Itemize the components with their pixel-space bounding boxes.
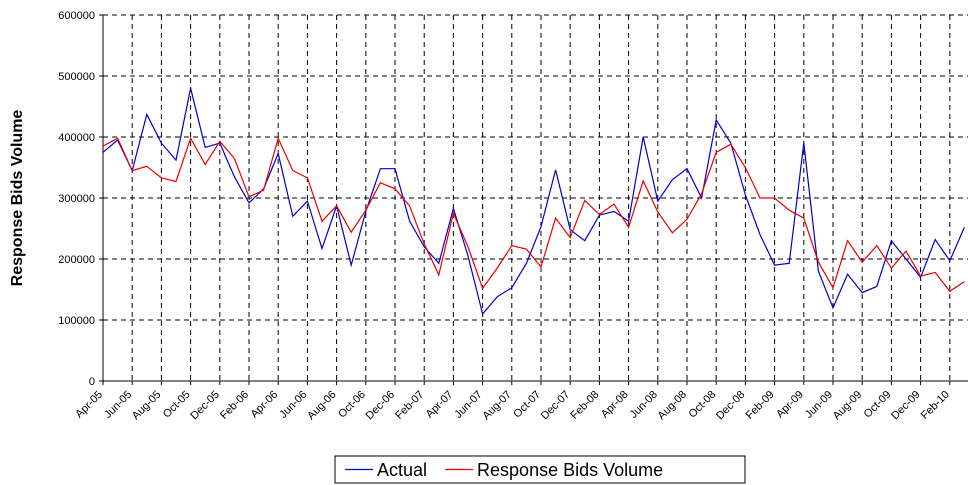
x-tick-label: Aug-07 xyxy=(480,389,514,423)
x-tick-label: Oct-09 xyxy=(862,389,894,421)
x-tick-label: Dec-06 xyxy=(364,389,398,423)
x-tick-label: Jun-09 xyxy=(803,389,835,421)
x-tick-label: Oct-08 xyxy=(686,389,718,421)
x-tick-label: Apr-07 xyxy=(424,389,456,421)
x-tick-label: Dec-08 xyxy=(714,389,748,423)
x-tick-label: Jun-06 xyxy=(277,389,309,421)
series-line xyxy=(102,136,965,293)
x-tick-label: Jun-08 xyxy=(628,389,660,421)
y-tick-label: 300000 xyxy=(58,193,95,205)
y-tick-label: 600000 xyxy=(58,10,95,22)
x-tick-label: Feb-07 xyxy=(393,389,426,422)
x-tick-label: Oct-05 xyxy=(161,389,193,421)
series-line xyxy=(102,88,965,316)
x-tick-label: Dec-09 xyxy=(889,389,923,423)
x-tick-label: Feb-09 xyxy=(744,389,777,422)
x-tick-label: Feb-10 xyxy=(919,389,952,422)
x-tick-label: Aug-09 xyxy=(831,389,865,423)
legend-box xyxy=(334,455,746,484)
x-tick-label: Jun-07 xyxy=(452,389,484,421)
x-tick-label: Aug-06 xyxy=(305,389,339,423)
x-tick-label: Oct-07 xyxy=(511,389,543,421)
x-tick-label: Apr-09 xyxy=(774,389,806,421)
y-tick-label: 400000 xyxy=(58,132,95,144)
x-tick-label: Feb-06 xyxy=(218,389,251,422)
x-tick-label: Feb-08 xyxy=(568,389,601,422)
x-tick-label: Jun-05 xyxy=(102,389,134,421)
x-tick-label: Dec-07 xyxy=(539,389,573,423)
y-tick-label: 500000 xyxy=(58,71,95,83)
x-tick-label: Aug-05 xyxy=(130,389,164,423)
y-tick-label: 0 xyxy=(89,376,95,388)
y-axis-title: Response Bids Volume xyxy=(9,110,26,287)
x-tick-label: Dec-05 xyxy=(188,389,222,423)
x-tick-label: Apr-08 xyxy=(599,389,631,421)
y-tick-label: 200000 xyxy=(58,254,95,266)
x-tick-label: Aug-08 xyxy=(656,389,690,423)
legend-label: Response Bids Volume xyxy=(477,460,663,480)
legend-label: Actual xyxy=(377,460,427,480)
x-tick-label: Apr-06 xyxy=(248,389,280,421)
x-tick-label: Apr-05 xyxy=(73,389,105,421)
y-tick-label: 100000 xyxy=(58,315,95,327)
x-tick-label: Oct-06 xyxy=(336,389,368,421)
